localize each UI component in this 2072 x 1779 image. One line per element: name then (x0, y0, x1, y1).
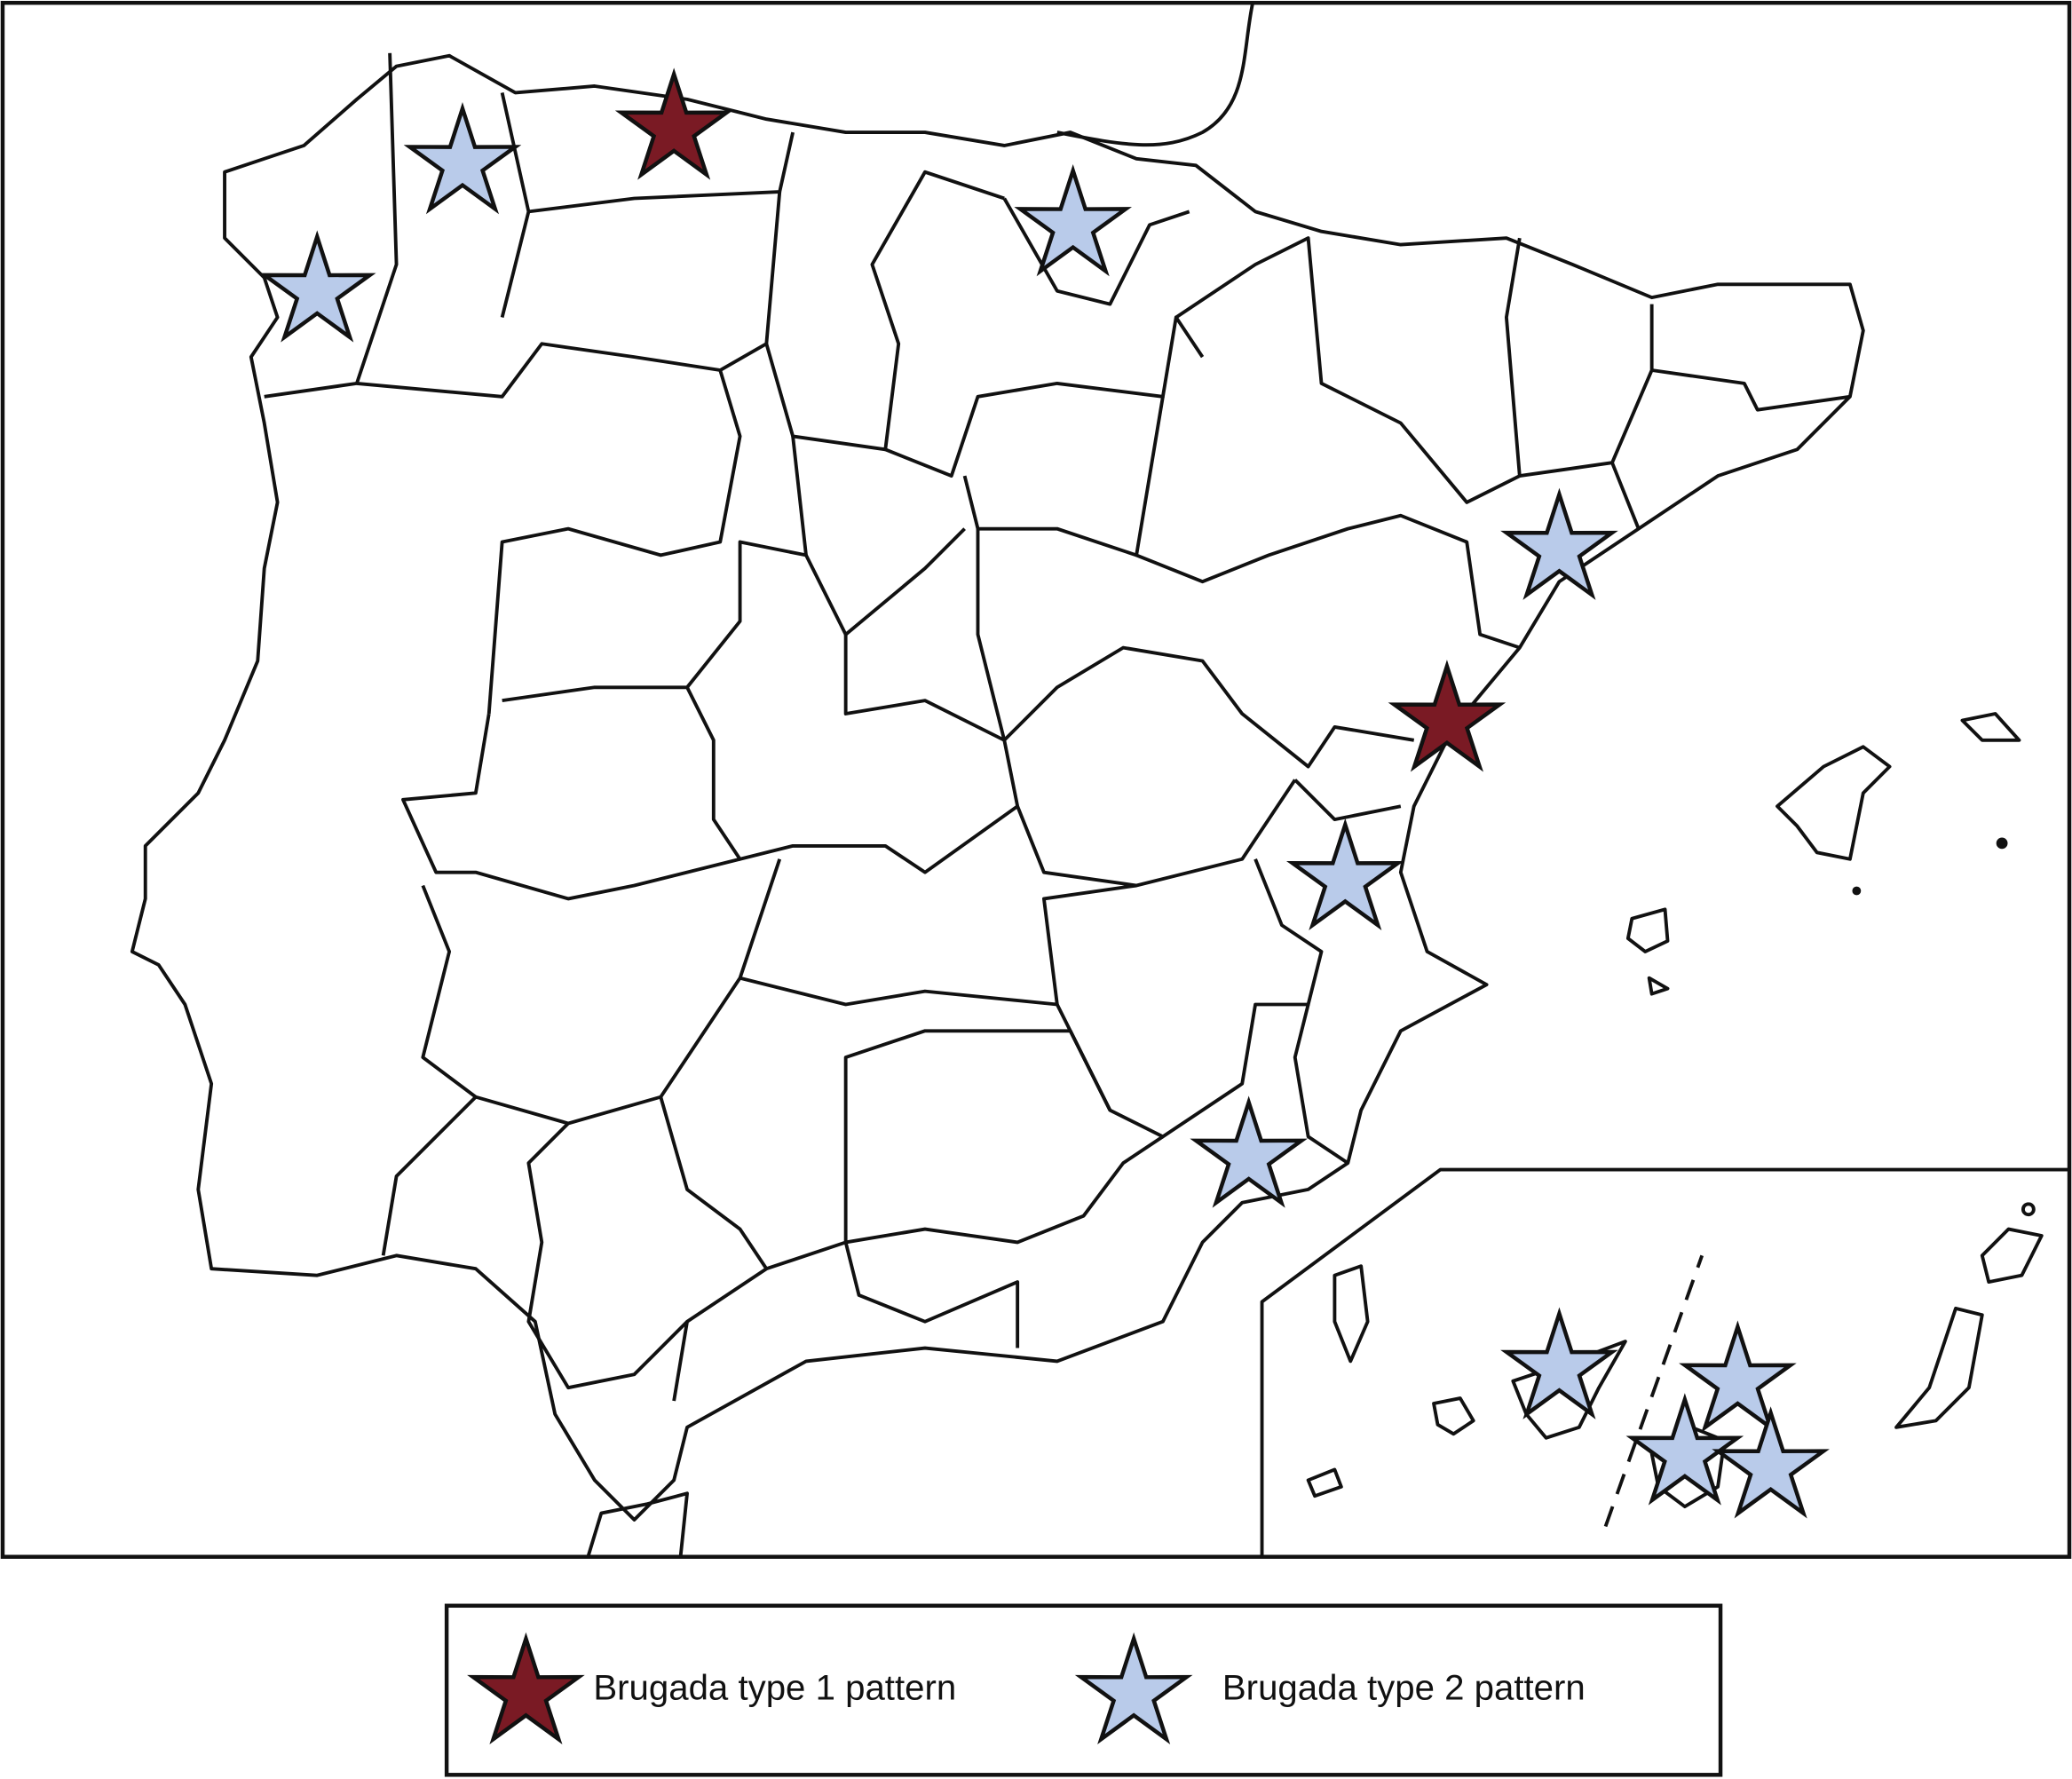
legend-star-type-1-icon (467, 1632, 585, 1744)
marker-type-2-star (1500, 487, 1618, 600)
legend-box (444, 1603, 1723, 1777)
legend-star-type-2-icon (1074, 1632, 1193, 1744)
legend-label-type-1: Brugada type 1 pattern (593, 1667, 956, 1707)
france-coast (1056, 2, 1255, 147)
marker-type-1-star (614, 67, 733, 180)
legend: Brugada type 1 pattern Brugada type 2 pa… (444, 1603, 1723, 1777)
marker-type-2-star (257, 230, 376, 343)
inset-divider-dashed (1603, 1254, 1704, 1528)
marker-type-2-star (403, 102, 522, 215)
marker-type-2-star (1500, 1307, 1618, 1419)
legend-star-type-2 (1074, 1632, 1193, 1744)
marker-type-1-star (1388, 660, 1507, 772)
markers-layer (257, 67, 1830, 1519)
balearic-islands (1625, 712, 2021, 996)
marker-type-2-star (1712, 1406, 1830, 1519)
map-frame (0, 0, 2072, 1559)
canary-inset-frame (1260, 1167, 2070, 1557)
marker-type-2-star (1625, 1393, 1744, 1506)
legend-label-type-2: Brugada type 2 pattern (1222, 1667, 1586, 1707)
marker-type-2-star (1190, 1095, 1308, 1208)
marker-type-2-star (1014, 163, 1132, 277)
province-borders (264, 52, 1851, 1402)
iberia-outline (130, 53, 1865, 1522)
marker-type-2-star (1679, 1320, 1797, 1433)
legend-star-type-1 (467, 1632, 585, 1744)
marker-type-2-star (1286, 818, 1404, 931)
north-africa-coast (586, 1491, 689, 1558)
